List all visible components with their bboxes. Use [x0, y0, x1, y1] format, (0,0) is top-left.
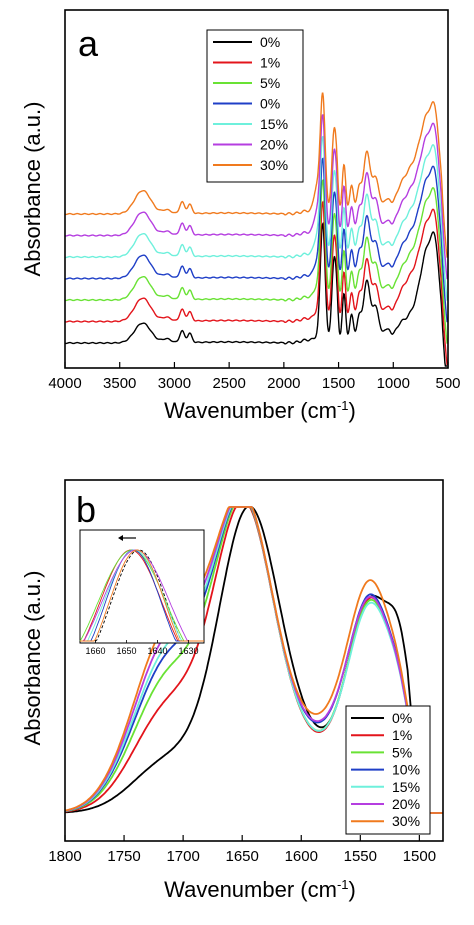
inset-frame: [79, 529, 205, 644]
panel-a-legend-box: [206, 29, 304, 183]
panel-a-x-tick-label: 4000: [48, 375, 81, 392]
panel-a: 4000 3500 3000 2500 2000 1500 1000 500 a Absorb…: [20, 9, 461, 423]
panel-a-x-label-sup: -1: [337, 398, 349, 413]
panel-a-x-ticks: 4000 3500 3000 2500 2000 1500 1000 500: [48, 362, 461, 392]
panel-b-legend-label: 5%: [392, 744, 412, 760]
panel-b-inset: 1660 1650 1640 1630: [79, 529, 205, 656]
panel-a-legend-label: 0%: [260, 34, 280, 50]
panel-a-y-axis-label: Absorbance (a.u.): [20, 102, 45, 277]
panel-b-y-axis-label: Absorbance (a.u.): [20, 571, 45, 746]
panel-a-legend-label: 15%: [260, 116, 288, 132]
panel-a-x-axis-label: Wavenumber (cm-1): [164, 398, 356, 423]
panel-b-legend-label: 15%: [392, 779, 420, 795]
panel-a-frame: [64, 9, 449, 369]
panel-b-legend-label: 0%: [392, 710, 412, 726]
panel-b-x-tick-label: 1700: [166, 848, 199, 865]
panel-a-legend-label: 20%: [260, 137, 288, 153]
panel-a-x-tick-label: 1500: [322, 375, 355, 392]
panel-a-legend-label: 1%: [260, 55, 280, 71]
panel-a-legend-label: 0%: [260, 96, 280, 112]
panel-b-series: [64, 506, 443, 814]
panel-b-x-tick-label: 1600: [285, 848, 318, 865]
panel-a-letter: a: [78, 23, 99, 64]
panel-b-legend: 0%1%5% 10%15%20%30%: [345, 705, 431, 835]
panel-a-legend-label: 30%: [260, 157, 288, 173]
panel-b-x-tick-label: 1500: [403, 848, 436, 865]
panel-a-series-line: [64, 114, 448, 280]
panel-b-series-line: [64, 506, 443, 814]
panel-a-legend: 0% 1% 5% 0% 15% 20% 30%: [206, 29, 304, 183]
panel-b-series-line: [64, 506, 443, 814]
inset-x-tick-label: 1640: [147, 646, 167, 656]
panel-b-letter: b: [76, 489, 96, 530]
inset-arrowhead-icon: [118, 535, 123, 541]
panel-a-series-line: [64, 135, 448, 301]
panel-b-legend-label: 20%: [392, 796, 420, 812]
panel-b-x-tick-label: 1550: [344, 848, 377, 865]
panel-a-x-tick-label: 2000: [267, 375, 300, 392]
panel-a-x-label-close: ): [349, 398, 356, 423]
panel-b-x-label-close: ): [349, 877, 356, 902]
panel-b-legend-label: 1%: [392, 727, 412, 743]
panel-b-x-ticks: 1800 1750 1700 1650 1600 1550 1500: [48, 835, 436, 865]
inset-x-tick-label: 1650: [116, 646, 136, 656]
panel-a-series: [64, 92, 448, 367]
panel-a-series-line: [64, 221, 448, 367]
panel-a-x-tick-label: 3500: [103, 375, 136, 392]
panel-a-x-tick-label: 3000: [158, 375, 191, 392]
panel-b-x-tick-label: 1750: [107, 848, 140, 865]
panel-a-x-tick-label: 500: [435, 375, 460, 392]
inset-x-tick-label: 1660: [85, 646, 105, 656]
panel-b-frame: [64, 479, 444, 842]
panel-b-x-label-main: Wavenumber (cm: [164, 877, 337, 902]
panel-a-legend-label: 5%: [260, 75, 280, 91]
inset-x-tick-label: 1630: [178, 646, 198, 656]
panel-a-series-line: [64, 178, 448, 344]
panel-b-x-tick-label: 1650: [226, 848, 259, 865]
panel-a-x-label-main: Wavenumber (cm: [164, 398, 337, 423]
panel-a-series-line: [64, 157, 448, 323]
panel-b-legend-label: 10%: [392, 762, 420, 778]
panel-a-x-tick-label: 1000: [377, 375, 410, 392]
panel-b-x-label-sup: -1: [337, 877, 349, 892]
panel-b-legend-label: 30%: [392, 813, 420, 829]
panel-b: 1800 1750 1700 1650 1600 1550 1500 b Absorbanc…: [20, 479, 444, 902]
panel-a-x-tick-label: 2500: [212, 375, 245, 392]
inset-series-line: [80, 549, 204, 642]
panel-b-x-axis-label: Wavenumber (cm-1): [164, 877, 356, 902]
panel-a-series-line: [64, 200, 448, 366]
inset-series-line: [79, 549, 204, 642]
panel-a-series-line: [64, 92, 448, 258]
panel-b-x-tick-label: 1800: [48, 848, 81, 865]
